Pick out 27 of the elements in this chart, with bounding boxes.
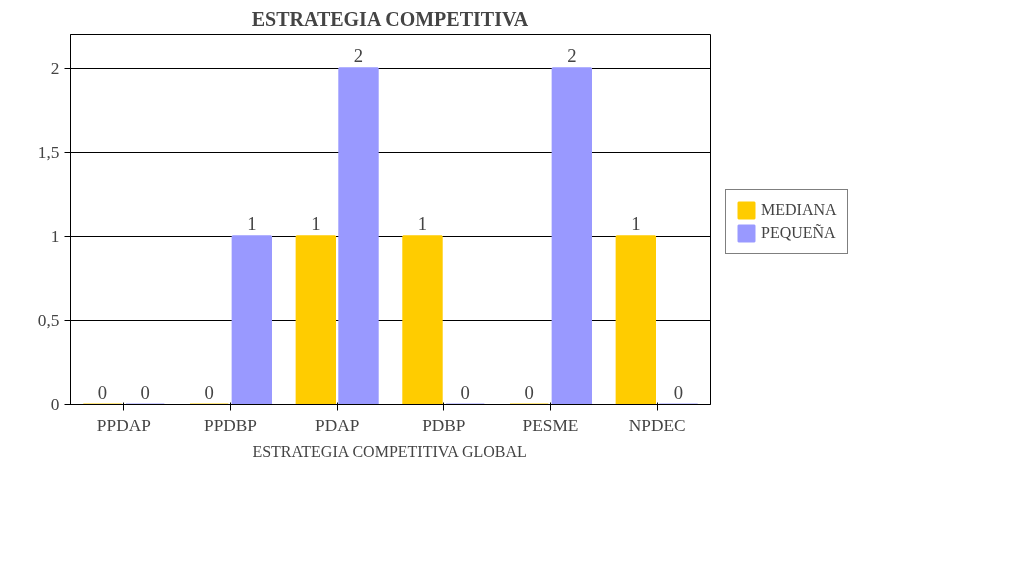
data-label: 0 <box>97 381 108 403</box>
legend-label: PEQUEÑA <box>761 224 836 242</box>
y-tick-label: 1,5 <box>37 142 60 162</box>
y-tick-label: 0,5 <box>37 310 60 330</box>
x-tick-label: NPDEC <box>628 415 686 435</box>
y-tick-label: 2 <box>50 58 60 78</box>
x-tick-label: PESME <box>522 415 579 435</box>
data-label: 0 <box>140 381 150 403</box>
x-tick-label: PDBP <box>422 415 466 435</box>
chart-title: ESTRATEGIA COMPETITIVA <box>251 7 529 30</box>
data-label: 0 <box>673 381 684 403</box>
data-label: 0 <box>460 381 470 403</box>
data-label: 2 <box>353 45 364 67</box>
data-label: 1 <box>247 213 257 235</box>
data-label: 1 <box>631 213 641 235</box>
data-label: 2 <box>567 45 577 67</box>
x-axis-title: ESTRATEGIA COMPETITIVA GLOBAL <box>252 442 527 460</box>
data-label: 0 <box>204 381 214 403</box>
y-tick-label: 0 <box>50 395 60 414</box>
legend-label: MEDIANA <box>761 201 837 219</box>
data-label: 1 <box>417 213 428 235</box>
data-label: 1 <box>311 213 321 235</box>
x-tick-label: PPDBP <box>204 415 257 435</box>
data-label: 0 <box>524 381 534 403</box>
y-tick-label: 1 <box>50 226 60 246</box>
x-tick-label: PDAP <box>315 415 360 435</box>
x-tick-label: PPDAP <box>96 415 151 435</box>
